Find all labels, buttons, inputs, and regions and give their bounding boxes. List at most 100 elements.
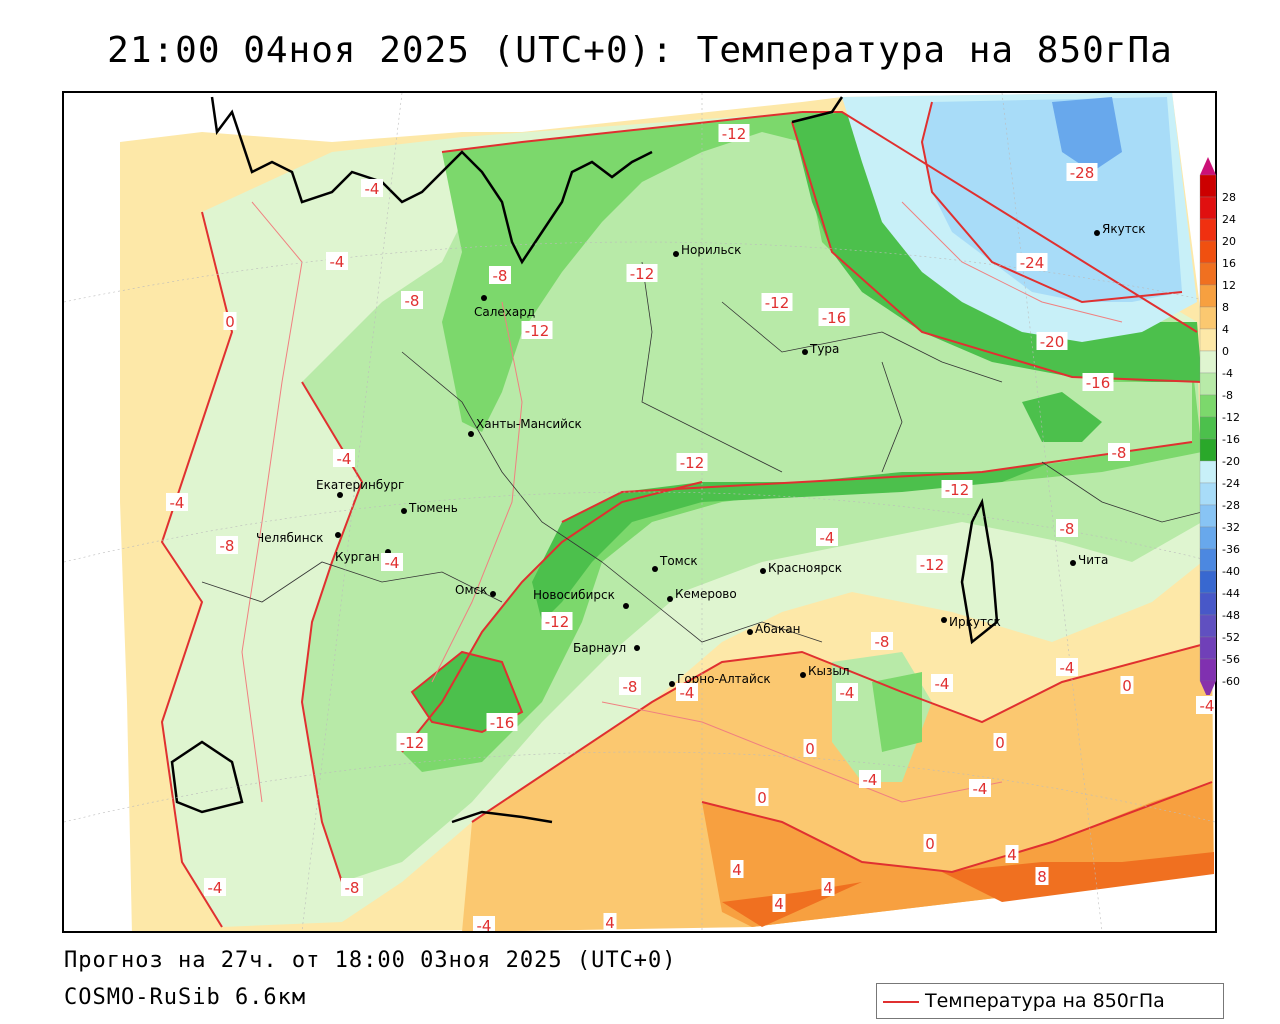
colorbar-cell [1199,196,1217,220]
city-tura: Тура [802,342,839,356]
colorbar-tick-label: 20 [1222,235,1236,248]
svg-text:Тура: Тура [809,342,839,356]
svg-text:Горно-Алтайск: Горно-Алтайск [677,672,771,686]
colorbar-cell [1199,218,1217,242]
model-name: COSMO-RuSib 6.6км [64,985,307,1010]
region-borders [201,261,1203,643]
city-kyzyl: Кызыл [800,664,850,678]
svg-text:Чита: Чита [1078,553,1108,567]
city-omsk: Омск [455,583,496,597]
svg-text:Норильск: Норильск [681,243,741,257]
isotherm-label: 8 [1037,868,1047,886]
isotherm-label-bg [941,480,973,498]
isotherm-label-bg [931,674,953,692]
colorbar-cell [1199,284,1217,308]
svg-text:Омск: Омск [455,583,487,597]
legend-label: Температура на 850гПа [925,990,1165,1012]
isotherm-label: -4 [330,253,345,271]
colorbar-cell [1199,658,1217,682]
isotherm-label: -4 [385,554,400,572]
isotherms [160,101,1213,928]
isotherm-label: -4 [170,494,185,512]
colorbar-cell [1199,174,1217,198]
svg-text:Ханты-Мансийск: Ханты-Мансийск [476,417,582,431]
colorbar [1199,157,1217,695]
colorbar-tick-label: -48 [1222,609,1240,622]
city-tyumen: Тюмень [401,501,458,515]
colorbar-tick-label: -16 [1222,433,1240,446]
isotherm-label: -16 [1086,374,1111,392]
colorbar-cell [1199,592,1217,616]
forecast-info: Прогноз на 27ч. от 18:00 03ноя 2025 (UTC… [64,948,677,973]
isotherm-label-bg [341,878,363,896]
isotherm-label-bg [619,677,641,695]
colorbar-tick-label: -8 [1222,389,1233,402]
isotherm-label-bg [676,453,708,471]
isotherm-label-bg [1196,696,1215,714]
isotherm-label-bg [381,553,403,571]
isotherm-label-bg [916,555,948,573]
map-title: 21:00 04ноя 2025 (UTC+0): Температура на… [107,30,1173,71]
isotherm-label: -12 [722,125,747,143]
isotherm-label: -12 [920,556,945,574]
isotherm-label: 4 [732,861,742,879]
colorbar-cell [1199,262,1217,286]
colorbar-cell [1199,328,1217,352]
temperature-map: Норильск Салехард Тура Якутск Ханты-Манс… [62,91,1217,933]
isotherm-label-bg [1016,253,1048,271]
isotherm-label: -4 [208,879,223,897]
isotherm-label: 0 [995,734,1005,752]
svg-text:Тюмень: Тюмень [408,501,458,515]
isotherm-label: -4 [820,529,835,547]
colorbar-tick-label: -36 [1222,543,1240,556]
isotherm-label: -8 [623,678,638,696]
isotherm-label: -4 [973,780,988,798]
colorbar-tick-label: -52 [1222,631,1240,644]
isotherm-label-bg [326,252,348,270]
isotherm-label: -16 [822,309,847,327]
isotherm-label: -12 [680,454,705,472]
isotherm-label: 0 [805,740,815,758]
city-norilsk: Норильск [673,243,741,257]
isotherm-label-bg [1082,373,1114,391]
isotherm-label-bg [486,713,518,731]
isotherm-label-bg [521,321,553,339]
legend: Температура на 850гПа [876,983,1224,1019]
svg-text:Кемерово: Кемерово [675,587,737,601]
isotherm-label-bg [603,913,617,931]
city-barnaul: Барнаул [573,641,640,655]
isotherm-label: -8 [1112,444,1127,462]
isotherm-label: -12 [545,613,570,631]
svg-text:Курган: Курган [335,550,380,564]
colorbar-cell [1199,438,1217,462]
isotherm-label: -8 [493,267,508,285]
colorbar-tick-label: -28 [1222,499,1240,512]
city-chita: Чита [1070,553,1108,567]
colorbar-cell [1199,482,1217,506]
svg-text:Барнаул: Барнаул [573,641,626,655]
isotherm-label: 0 [757,789,767,807]
city-novosibirsk: Новосибирск [533,588,629,609]
isotherm-label-bg [1108,443,1130,461]
isotherm-label: -8 [345,879,360,897]
isotherm-label-bg [718,124,750,142]
colorbar-cell [1199,504,1217,528]
colorbar-bottom-arrow [1200,681,1216,695]
colorbar-tick-label: -24 [1222,477,1240,490]
isotherm-label-bg [818,308,850,326]
colorbar-cell [1199,460,1217,484]
colorbar-tick-label: -32 [1222,521,1240,534]
isotherm-label-bg [836,683,858,701]
colorbar-cell [1199,306,1217,330]
colorbar-cell [1199,372,1217,396]
colorbar-cell [1199,416,1217,440]
isotherm-label: -12 [630,265,655,283]
city-krasnoyarsk: Красноярск [760,561,842,575]
isotherm-label: -12 [765,294,790,312]
city-kemerovo: Кемерово [667,587,737,602]
isotherm-label: -4 [337,450,352,468]
isotherm-label-bg [216,536,238,554]
colorbar-cell [1199,570,1217,594]
isotherm-labels: -12 -4 -28 -8 -12 -12 -16 -24 -20 -16 -8 -4 -12 -12 -4… [166,124,1215,931]
svg-text:Абакан: Абакан [755,622,800,636]
